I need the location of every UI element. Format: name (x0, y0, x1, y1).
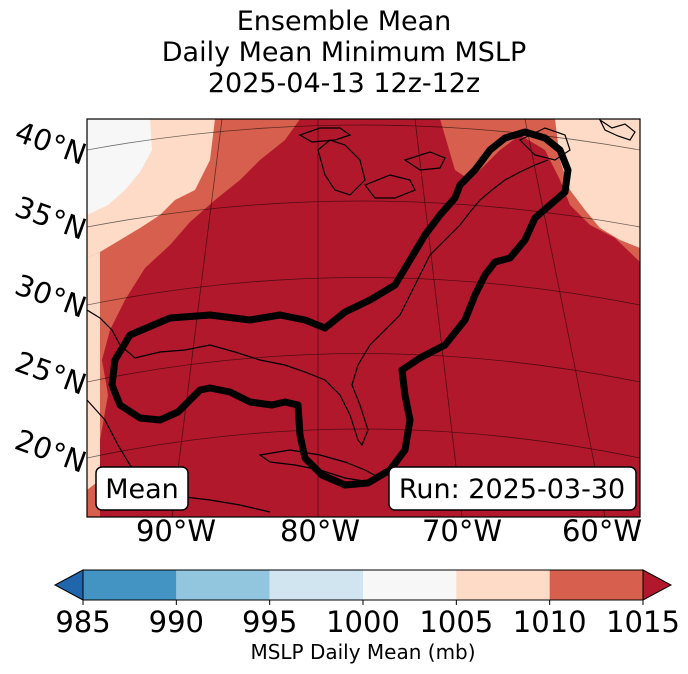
lon-label-80w: 80°W (280, 514, 360, 548)
meridian-60w (524, 119, 606, 517)
lat-label-35n: 35°N (11, 190, 91, 247)
mean-label-box: Mean (95, 466, 189, 511)
colorbar-segment (363, 570, 457, 600)
parallel-40n (87, 124, 640, 151)
title-line-2: Daily Mean Minimum MSLP (161, 37, 527, 68)
longitude-labels: 90°W 80°W 70°W 60°W (136, 514, 642, 548)
mslp-1000-1005-band (87, 119, 152, 215)
title-line-3: 2025-04-13 12z-12z (207, 68, 481, 99)
colorbar-tick-label: 995 (241, 605, 298, 639)
great-lake-erie (364, 174, 416, 199)
newfoundland (598, 119, 636, 141)
gulf-of-st-lawrence (518, 127, 571, 161)
latitude-labels: 40°N 35°N 30°N 25°N 20°N (11, 115, 91, 480)
us-gulf-east-coast (87, 159, 549, 447)
colorbar-tick-label: 990 (148, 605, 205, 639)
chart-title: Ensemble Mean Daily Mean Minimum MSLP 20… (0, 6, 688, 99)
colorbar-segment (456, 570, 550, 600)
lat-label-40n: 40°N (11, 115, 91, 172)
mslp-above-1015-band (100, 119, 640, 517)
lon-label-70w: 70°W (422, 514, 502, 548)
great-lake-ontario (403, 151, 446, 171)
great-lake-superior (298, 127, 352, 143)
colorbar-tick-label: 1015 (606, 605, 680, 639)
mean-contour (108, 128, 572, 489)
colorbar-label: MSLP Daily Mean (mb) (250, 640, 476, 664)
lat-label-30n: 30°N (11, 268, 91, 325)
colorbar-segment (83, 570, 177, 600)
run-label-box: Run: 2025-03-30 (388, 466, 637, 511)
colorbar-tick-label: 985 (55, 605, 111, 639)
parallel-35n (87, 200, 640, 228)
lon-label-90w: 90°W (136, 514, 216, 548)
title-line-1: Ensemble Mean (236, 6, 452, 37)
colorbar-tick-label: 1000 (326, 605, 400, 639)
lon-label-60w: 60°W (562, 514, 642, 548)
colorbar-segment (549, 570, 643, 600)
graticule (87, 119, 640, 517)
colorbar-extend-low (53, 569, 84, 601)
meridian-70w (414, 119, 463, 517)
colorbar-segment (176, 570, 270, 600)
parallel-30n (87, 277, 640, 306)
colorbar-extend-high (642, 569, 673, 601)
colorbar-tick-label: 1005 (419, 605, 494, 639)
run-label: Run: 2025-03-30 (399, 474, 625, 505)
parallel-25n (87, 353, 640, 383)
lat-label-25n: 25°N (11, 345, 91, 402)
colorbar-tick-label: 1010 (512, 605, 587, 639)
lat-label-20n: 20°N (11, 423, 91, 480)
map-border (86, 118, 641, 518)
map-panel (87, 119, 640, 517)
parallel-20n (87, 428, 640, 459)
colorbar (53, 569, 673, 605)
colorbar-segment (269, 570, 363, 600)
mean-label: Mean (105, 474, 179, 505)
mslp-1005-1010-band-northeast (555, 119, 640, 248)
great-lake-michigan (317, 139, 366, 196)
